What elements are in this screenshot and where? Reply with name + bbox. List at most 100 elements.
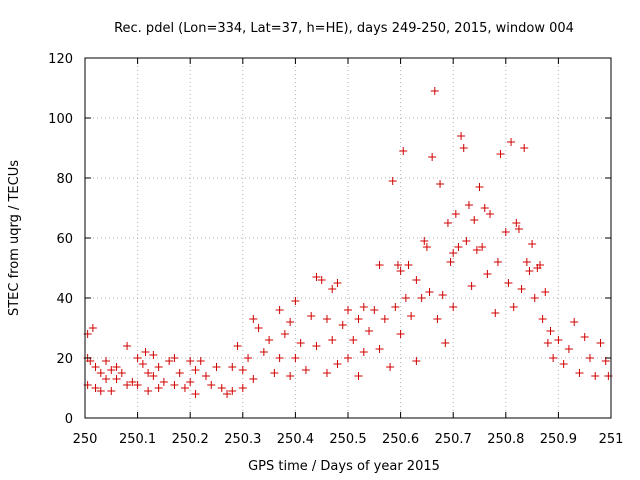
data-point [149,351,158,359]
data-point [165,357,174,365]
data-point [404,261,413,269]
data-point [359,348,368,356]
data-point [344,306,352,314]
data-point [393,261,402,269]
data-point [354,372,363,380]
data-point [543,339,552,347]
x-tick-label: 250.4 [277,432,314,447]
data-point [386,363,395,371]
data-point [407,312,416,320]
data-point [493,258,502,266]
data-point [286,372,295,380]
data-point [375,261,384,269]
data-point [328,285,337,293]
data-point [228,363,237,371]
data-point [238,384,247,392]
data-point [401,294,410,302]
data-point [123,342,132,350]
data-point [170,354,179,362]
data-point [275,306,284,314]
data-point [312,273,321,281]
data-point [535,261,544,269]
data-point [391,303,400,311]
data-point [580,333,589,341]
x-tick-label: 250.9 [540,432,577,447]
data-point [91,384,100,392]
data-point [422,243,431,251]
data-point [91,363,100,371]
data-point [483,270,492,278]
x-tick-label: 250.5 [329,432,366,447]
chart-title: Rec. pdel (Lon=334, Lat=37, h=HE), days … [114,21,574,36]
data-point [333,360,342,368]
data-point [370,306,379,314]
data-point [528,240,537,248]
data-point [380,315,389,323]
grid [85,58,611,418]
data-point [249,315,258,323]
data-point [154,384,163,392]
data-point [417,294,426,302]
data-point [512,219,521,227]
data-point [559,360,568,368]
data-point [338,321,347,329]
data-point [425,288,434,296]
data-point [538,315,547,323]
data-point [333,279,342,287]
data-point [191,366,200,374]
data-point [436,180,445,188]
data-point [312,342,321,350]
data-point [102,375,111,383]
y-axis-label: STEC from uqrg / TECUs [7,160,22,316]
data-point [144,387,153,395]
data-point [254,324,263,332]
x-axis-label: GPS time / Days of year 2015 [248,459,440,474]
data-point [112,363,121,371]
data-point [514,225,523,233]
data-point [365,327,374,335]
data-point [438,291,447,299]
data-point [233,342,242,350]
x-tick-label: 250.3 [224,432,261,447]
data-point [449,303,458,311]
y-tick-label: 60 [56,232,73,247]
data-point [180,384,189,392]
x-tick-label: 250.6 [382,432,419,447]
data-point [520,144,529,152]
data-point [223,390,232,398]
data-point [354,315,363,323]
data-point [280,330,289,338]
y-tick-label: 40 [56,292,73,307]
data-point [546,327,555,335]
data-point [457,132,466,140]
data-point [112,375,121,383]
y-axis: 0 20 40 60 80 100 120 [48,52,611,427]
x-axis: 250 250.1 250.2 250.3 250.4 250.5 250.6 250.7 25… [73,58,623,447]
data-point [446,258,455,266]
data-point [575,369,584,377]
data-point [451,210,460,218]
data-point [291,354,300,362]
y-tick-label: 120 [48,52,73,67]
y-tick-label: 0 [65,412,73,427]
data-point [191,390,200,398]
data-point [491,309,500,317]
data-point [186,378,195,386]
data-point [259,348,268,356]
data-point [117,369,126,377]
data-point [443,219,452,227]
data-point [217,384,226,392]
data-point [322,369,331,377]
data-point [207,381,216,389]
x-tick-label: 250.2 [172,432,209,447]
data-point [322,315,331,323]
data-point [480,204,489,212]
data-point [478,243,487,251]
data-point [549,354,558,362]
data-point [307,312,316,320]
x-tick-label: 250.8 [487,432,524,447]
data-point [420,237,429,245]
data-point [454,243,463,251]
data-point [212,363,221,371]
